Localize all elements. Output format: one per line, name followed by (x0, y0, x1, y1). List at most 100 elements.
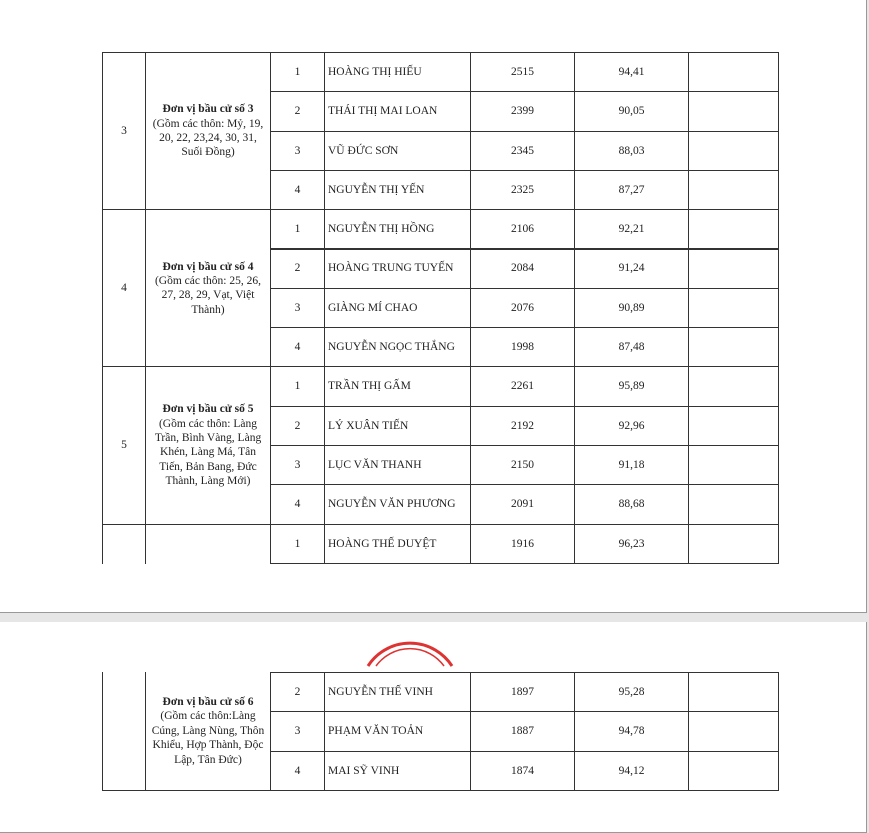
percent: 96,23 (574, 523, 689, 564)
empty-cell (688, 523, 779, 564)
empty-cell (688, 445, 779, 486)
rank: 2 (270, 405, 325, 446)
empty-cell (688, 484, 779, 525)
percent: 88,03 (574, 130, 689, 171)
votes: 2515 (470, 52, 575, 93)
unit-name: Đơn vị bầu cử số 4 (162, 260, 254, 273)
unit-desc: (Gồm các thôn: Mỷ, 19, 20, 22, 23,24, 30… (152, 117, 264, 159)
votes: 1897 (470, 672, 575, 713)
percent: 95,28 (574, 672, 689, 713)
candidate-name: GIÀNG MÍ CHAO (324, 287, 471, 329)
candidate-name: HOÀNG THỊ HIẾU (324, 52, 471, 93)
stamp (366, 641, 454, 667)
votes: 2084 (470, 248, 575, 289)
unit-cell: Đơn vị bầu cử số 4 (Gồm các thôn: 25, 26,… (145, 209, 271, 368)
rank: 1 (270, 366, 325, 407)
candidate-name: NGUYỄN NGỌC THẮNG (324, 327, 471, 368)
empty-cell (688, 91, 779, 132)
unit-number-cont (102, 523, 146, 564)
rank: 4 (270, 327, 325, 368)
percent: 92,96 (574, 405, 689, 446)
votes: 1916 (470, 523, 575, 564)
candidate-name: NGUYỄN THỊ YẾN (324, 169, 471, 211)
percent: 87,48 (574, 327, 689, 368)
votes: 2192 (470, 405, 575, 446)
votes: 2261 (470, 366, 575, 407)
candidate-name: HOÀNG TRUNG TUYẾN (324, 248, 471, 289)
candidate-name: PHẠM VĂN TOẢN (324, 711, 471, 752)
unit-desc: (Gồm các thôn:Làng Cúng, Làng Nùng, Thôn… (151, 710, 265, 766)
candidate-name: TRẦN THỊ GẤM (324, 366, 471, 407)
votes: 2150 (470, 445, 575, 486)
page-1 (0, 0, 867, 613)
percent: 91,24 (574, 248, 689, 289)
empty-cell (688, 672, 779, 713)
candidate-name: THÁI THỊ MAI LOAN (324, 91, 471, 132)
unit-name: Đơn vị bầu cử số 6 (162, 696, 254, 708)
votes: 2076 (470, 287, 575, 329)
unit-cell: Đơn vị bầu cử số 3 (Gồm các thôn: Mỷ, 19,… (145, 52, 271, 211)
empty-cell (688, 366, 779, 407)
unit-text: Đơn vị bầu cử số 3 (Gồm các thôn: Mỷ, 19,… (150, 102, 266, 160)
rank: 3 (270, 287, 325, 329)
rank: 2 (270, 91, 325, 132)
unit-name: Đơn vị bầu cử số 3 (162, 103, 254, 116)
votes: 1887 (470, 711, 575, 752)
rank: 3 (270, 130, 325, 171)
rank: 4 (270, 169, 325, 211)
percent: 94,12 (574, 750, 689, 791)
percent: 95,89 (574, 366, 689, 407)
percent: 87,27 (574, 169, 689, 211)
page-2 (0, 622, 867, 833)
empty-cell (688, 169, 779, 211)
empty-cell (688, 52, 779, 93)
candidate-name: HOÀNG THẾ DUYỆT (324, 523, 471, 564)
unit-cell-cont (145, 523, 271, 564)
unit-text: Đơn vị bầu cử số 4 (Gồm các thôn: 25, 26,… (150, 260, 266, 318)
percent: 91,18 (574, 445, 689, 486)
unit-text: Đơn vị bầu cử số 5 (Gồm các thôn: Làng Tr… (150, 402, 266, 488)
rank: 2 (270, 248, 325, 289)
percent: 90,05 (574, 91, 689, 132)
empty-cell (688, 327, 779, 368)
rank: 1 (270, 52, 325, 93)
empty-cell (688, 750, 779, 791)
candidate-name: LÝ XUÂN TIẾN (324, 405, 471, 446)
votes: 2091 (470, 484, 575, 525)
rank: 4 (270, 750, 325, 791)
votes: 2345 (470, 130, 575, 171)
empty-cell (688, 130, 779, 171)
rank: 3 (270, 445, 325, 486)
percent: 94,41 (574, 52, 689, 93)
candidate-name: NGUYỄN VĂN PHƯƠNG (324, 484, 471, 525)
empty-cell (688, 248, 779, 289)
candidate-name: NGUYỄN THỊ HỒNG (324, 209, 471, 250)
empty-cell (688, 209, 779, 250)
candidate-name: NGUYỄN THẾ VINH (324, 672, 471, 713)
votes: 1998 (470, 327, 575, 368)
unit-name: Đơn vị bầu cử số 5 (162, 403, 254, 416)
empty-cell (688, 711, 779, 752)
votes: 2106 (470, 209, 575, 250)
candidate-name: MAI SỸ VINH (324, 750, 471, 791)
unit-number: 5 (102, 366, 146, 525)
unit-number: 3 (102, 52, 146, 211)
rank: 4 (270, 484, 325, 525)
unit-text: Đơn vị bầu cử số 6 (Gồm các thôn:Làng Cún… (150, 695, 266, 767)
rank: 2 (270, 672, 325, 713)
empty-cell (688, 287, 779, 329)
unit-desc: (Gồm các thôn: Làng Trần, Bình Vàng, Làn… (154, 417, 262, 488)
candidate-name: LỤC VĂN THANH (324, 445, 471, 486)
rank: 3 (270, 711, 325, 752)
unit-number: 4 (102, 209, 146, 368)
unit-desc: (Gồm các thôn: 25, 26, 27, 28, 29, Vạt, … (154, 274, 262, 316)
votes: 1874 (470, 750, 575, 791)
unit-number (102, 672, 146, 791)
percent: 92,21 (574, 209, 689, 250)
percent: 88,68 (574, 484, 689, 525)
rank: 1 (270, 523, 325, 564)
unit-cell: Đơn vị bầu cử số 6 (Gồm các thôn:Làng Cún… (145, 672, 271, 791)
votes: 2399 (470, 91, 575, 132)
empty-cell (688, 405, 779, 446)
